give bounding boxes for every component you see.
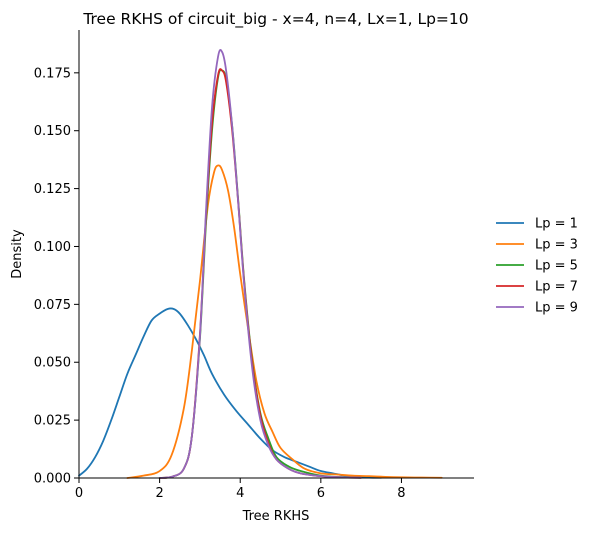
y-tick-label: 0.150 (34, 124, 71, 139)
series-line-2 (126, 164, 443, 479)
y-tick-label: 0.125 (34, 182, 71, 197)
legend-label: Lp = 5 (535, 259, 578, 274)
legend-label: Lp = 7 (535, 280, 578, 295)
legend: Lp = 1 Lp = 3 Lp = 5 Lp = 7 Lp = 9 (496, 217, 578, 316)
legend-label: Lp = 1 (535, 217, 578, 232)
x-tick-label: 0 (75, 486, 83, 501)
y-tick-label: 0.025 (34, 414, 71, 429)
y-tick-label: 0.000 (34, 472, 71, 487)
y-tick-label: 0.075 (34, 298, 71, 313)
x-axis-ticks: 0 2 4 6 8 (75, 478, 406, 501)
legend-label: Lp = 9 (535, 301, 578, 316)
legend-label: Lp = 3 (535, 238, 578, 253)
series-line-1 (78, 307, 383, 479)
x-tick-label: 6 (317, 486, 325, 501)
chart-title: Tree RKHS of circuit_big - x=4, n=4, Lx=… (82, 10, 468, 29)
y-axis-label: Density (10, 229, 25, 279)
x-tick-label: 4 (236, 486, 244, 501)
series-line-5 (158, 49, 363, 479)
y-tick-label: 0.050 (34, 356, 71, 371)
x-tick-label: 8 (397, 486, 405, 501)
y-tick-label: 0.175 (34, 66, 71, 81)
x-axis-label: Tree RKHS (242, 509, 310, 524)
y-tick-label: 0.100 (34, 240, 71, 255)
series-layer (78, 49, 443, 479)
y-axis-ticks: 0.000 0.025 0.050 0.075 0.100 0.125 0.150 0.175 (34, 66, 79, 487)
x-tick-label: 2 (155, 486, 163, 501)
